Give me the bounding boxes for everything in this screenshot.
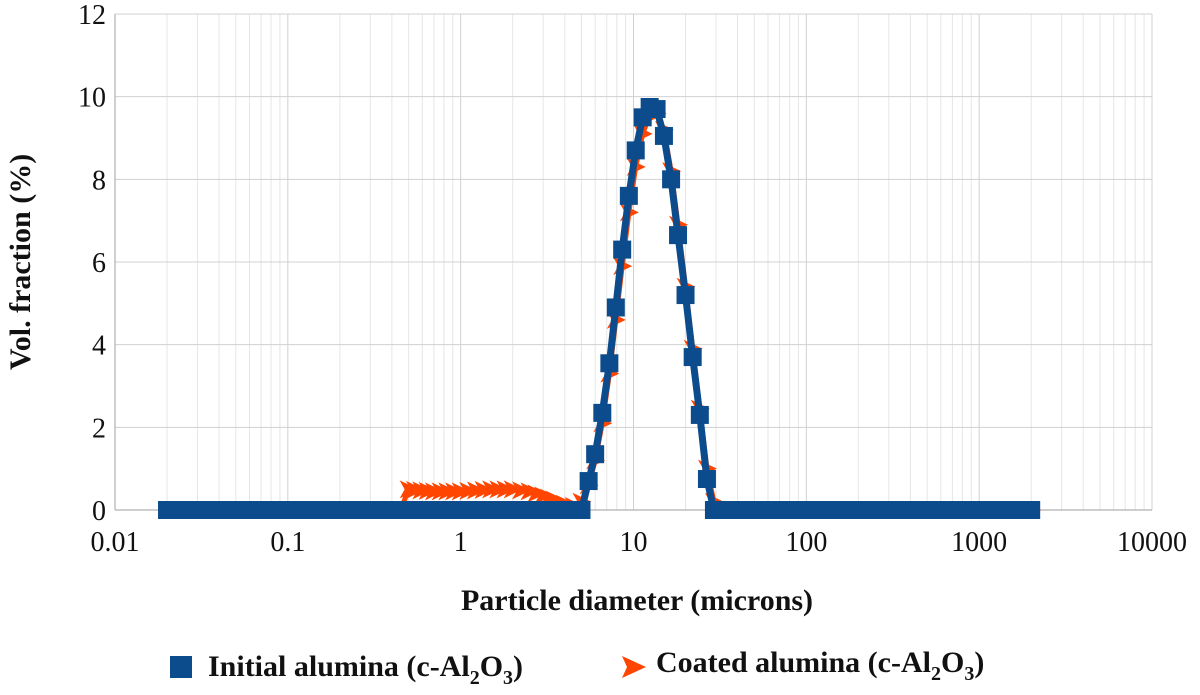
point-coated [489, 480, 509, 499]
point-coated [474, 480, 494, 499]
x-tick-label: 0.1 [270, 527, 305, 558]
legend-label-coated-part1: Coated alumina (c-Al [656, 646, 931, 679]
legend-marker-triangle-icon [622, 656, 646, 678]
y-axis-title: Vol. fraction (%) [4, 154, 37, 370]
point-coated [424, 482, 444, 501]
point-initial [626, 141, 645, 160]
x-tick-label: 10 [620, 527, 648, 558]
point-initial [647, 100, 666, 119]
legend-label-initial-part2: O [480, 650, 503, 683]
point-initial [572, 501, 591, 519]
x-tick-labels: 0.01 0.1 1 10 100 1000 10000 [91, 527, 1188, 558]
point-coated [496, 480, 516, 499]
point-initial [593, 403, 612, 422]
legend-label-initial-part1: Initial alumina (c-Al [208, 650, 470, 683]
point-initial [619, 186, 638, 205]
point-coated [466, 481, 486, 500]
point-initial [606, 298, 625, 317]
point-coated [512, 481, 532, 500]
x-tick-label: 0.01 [91, 527, 140, 558]
point-coated [412, 481, 432, 500]
point-coated [482, 480, 502, 499]
point-coated [503, 480, 523, 499]
point-coated [459, 481, 479, 500]
point-coated [527, 484, 547, 503]
point-coated [444, 482, 464, 501]
legend-label-initial-sub2: 3 [503, 667, 513, 689]
legend-label-initial-part3: ) [513, 650, 523, 683]
point-initial [654, 126, 673, 145]
legend-item-initial: Initial alumina (c-Al2O3) [170, 650, 523, 689]
point-coated [431, 482, 451, 501]
point-initial [669, 226, 688, 245]
y-tick-label: 10 [78, 83, 106, 114]
y-tick-label: 4 [92, 331, 106, 362]
legend-marker-square-icon [170, 656, 192, 678]
y-tick-label: 6 [92, 248, 106, 279]
legend-label-coated-part2: O [941, 646, 964, 679]
point-initial [586, 445, 605, 464]
point-initial [683, 348, 702, 367]
point-coated [399, 480, 419, 499]
plot-area [158, 98, 1042, 519]
x-axis-title: Particle diameter (microns) [461, 584, 813, 617]
y-tick-label: 8 [92, 165, 106, 196]
legend: Initial alumina (c-Al2O3) Coated alumina… [170, 646, 984, 689]
legend-label-initial-sub1: 2 [470, 667, 480, 689]
legend-label-coated-sub2: 3 [964, 663, 974, 685]
point-initial [600, 354, 619, 373]
y-tick-label: 0 [92, 496, 106, 527]
y-tick-label: 2 [92, 413, 106, 444]
y-tick-labels: 0 2 4 6 8 10 12 [78, 0, 106, 527]
legend-label-coated: Coated alumina (c-Al2O3) [656, 646, 984, 685]
legend-label-coated-sub1: 2 [931, 663, 941, 685]
series-initial-alumina [158, 98, 1041, 519]
x-tick-label: 1 [454, 527, 468, 558]
x-tick-label: 10000 [1117, 527, 1187, 558]
legend-label-initial: Initial alumina (c-Al2O3) [208, 650, 523, 689]
legend-item-coated: Coated alumina (c-Al2O3) [622, 646, 984, 685]
point-initial [676, 286, 695, 305]
y-tick-label: 12 [78, 0, 106, 31]
x-tick-label: 100 [785, 527, 827, 558]
point-initial [613, 240, 632, 259]
grid [114, 13, 1153, 511]
point-coated [438, 482, 458, 501]
point-coated [520, 482, 540, 501]
point-initial [662, 170, 681, 189]
point-coated [405, 480, 425, 499]
point-coated [451, 482, 471, 501]
point-initial [690, 405, 709, 424]
legend-label-coated-part3: ) [974, 646, 984, 679]
point-coated [418, 481, 438, 500]
point-initial [579, 472, 598, 491]
point-initial [1022, 501, 1041, 519]
x-tick-label: 1000 [951, 527, 1007, 558]
point-coated [534, 486, 554, 505]
point-initial [697, 470, 716, 488]
